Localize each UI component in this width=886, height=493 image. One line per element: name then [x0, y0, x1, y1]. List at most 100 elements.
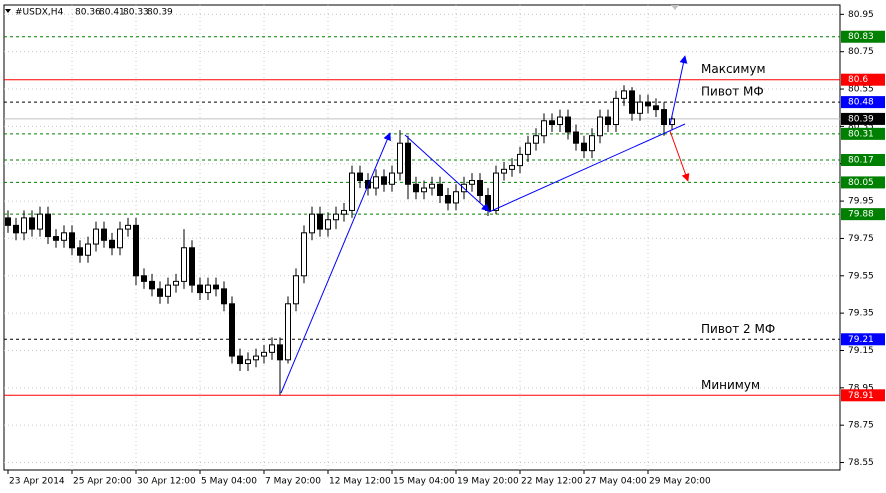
candle-body — [445, 194, 451, 204]
candle-body — [397, 142, 403, 174]
level-label-bg — [841, 208, 885, 221]
candle-body — [333, 213, 339, 221]
candle-body — [645, 101, 651, 107]
x-tick-label: 23 Apr 2014 — [9, 477, 65, 487]
candle-body — [117, 228, 123, 249]
candle-body — [317, 213, 323, 230]
candle-body — [157, 288, 163, 297]
candle-body — [469, 180, 475, 185]
candle-body — [85, 243, 91, 256]
candle-body — [221, 288, 227, 305]
level-label: 80.83 — [848, 32, 874, 42]
candle-body — [253, 355, 259, 361]
candle-body — [237, 355, 243, 365]
symbol: #USDX,H4 — [15, 8, 64, 18]
candle-body — [533, 135, 539, 144]
y-tick-label: 79.95 — [848, 197, 874, 207]
x-tick-label: 19 May 20:00 — [457, 477, 519, 487]
level-label: 79.21 — [848, 335, 874, 345]
candle-body — [413, 183, 419, 193]
candle-body — [13, 224, 19, 234]
candle-body — [37, 213, 43, 230]
plot-frame — [3, 4, 841, 471]
level-label-bg — [841, 154, 885, 166]
candle-body — [629, 90, 635, 114]
candle-body — [613, 97, 619, 126]
candle-body — [277, 344, 283, 361]
candle-body — [477, 180, 483, 196]
candle-body — [181, 247, 187, 282]
current-price-bg — [841, 112, 885, 125]
candle-body — [517, 153, 523, 167]
candle-body — [285, 303, 291, 361]
level-label-bg — [841, 389, 885, 402]
trend-line — [488, 123, 686, 213]
y-tick-label: 78.75 — [848, 421, 874, 431]
candle-body — [541, 120, 547, 137]
y-tick-label: 79.75 — [848, 234, 874, 244]
candle-body — [621, 90, 627, 99]
level-label-bg — [841, 333, 885, 346]
level-label: 78.91 — [848, 391, 874, 401]
candle-body — [293, 275, 299, 305]
level-label-bg — [841, 96, 885, 109]
candle-body — [637, 101, 643, 114]
candle-body — [53, 236, 59, 241]
candle-body — [501, 168, 507, 174]
candle-body — [493, 172, 499, 211]
candle-body — [109, 239, 115, 249]
candle-body — [5, 217, 11, 226]
y-tick-label: 78.55 — [848, 458, 874, 468]
candle-body — [597, 116, 603, 137]
candle-body — [173, 280, 179, 286]
levels — [4, 36, 840, 396]
y-tick-label: 80.35 — [848, 122, 874, 132]
candle-body — [61, 232, 67, 241]
candle-body — [301, 232, 307, 277]
header-icon — [5, 9, 11, 13]
candle-body — [381, 176, 387, 185]
x-tick-label: 29 May 20:00 — [649, 477, 711, 487]
candle-body — [213, 284, 219, 290]
candle-body — [269, 344, 275, 353]
level-label: 80.6 — [848, 75, 868, 85]
y-tick-label: 80.95 — [848, 10, 874, 20]
shift-marker — [671, 5, 679, 10]
candle-body — [205, 284, 211, 294]
candle-body — [349, 172, 355, 211]
x-tick-label: 15 May 04:00 — [393, 477, 455, 487]
candle-body — [453, 191, 459, 204]
candle-body — [189, 247, 195, 286]
candle-body — [149, 280, 155, 290]
header: #USDX,H4 80.36 80.41 80.33 80.39 — [5, 8, 173, 18]
y-tick-label: 79.55 — [848, 271, 874, 281]
candle-body — [437, 183, 443, 196]
candle-body — [509, 165, 515, 170]
candle-body — [357, 172, 363, 182]
candle-body — [45, 213, 51, 238]
ohlc-open: 80.36 — [75, 8, 101, 18]
candle-body — [69, 232, 75, 249]
y-tick-label: 78.95 — [848, 383, 874, 393]
y-tick-label: 80.55 — [848, 85, 874, 95]
candle-body — [165, 284, 171, 297]
candle-body — [525, 142, 531, 155]
level-label-bg — [841, 73, 885, 86]
level-label: 80.17 — [848, 156, 874, 166]
candle-body — [101, 228, 107, 241]
x-tick-label: 5 May 04:00 — [201, 477, 257, 487]
level-label: 80.48 — [848, 98, 874, 108]
candle-body — [565, 116, 571, 133]
candle-body — [325, 219, 331, 230]
level-label-bg — [841, 30, 885, 43]
candle-body — [341, 209, 347, 215]
candle-body — [229, 303, 235, 357]
grid — [4, 5, 840, 470]
candle-body — [421, 187, 427, 193]
candle-body — [29, 217, 35, 230]
candle-body — [373, 176, 379, 189]
level-label-bg — [841, 127, 885, 140]
level-label: 79.88 — [848, 210, 874, 220]
candle-body — [21, 217, 27, 234]
x-tick-label: 12 May 12:00 — [329, 477, 391, 487]
